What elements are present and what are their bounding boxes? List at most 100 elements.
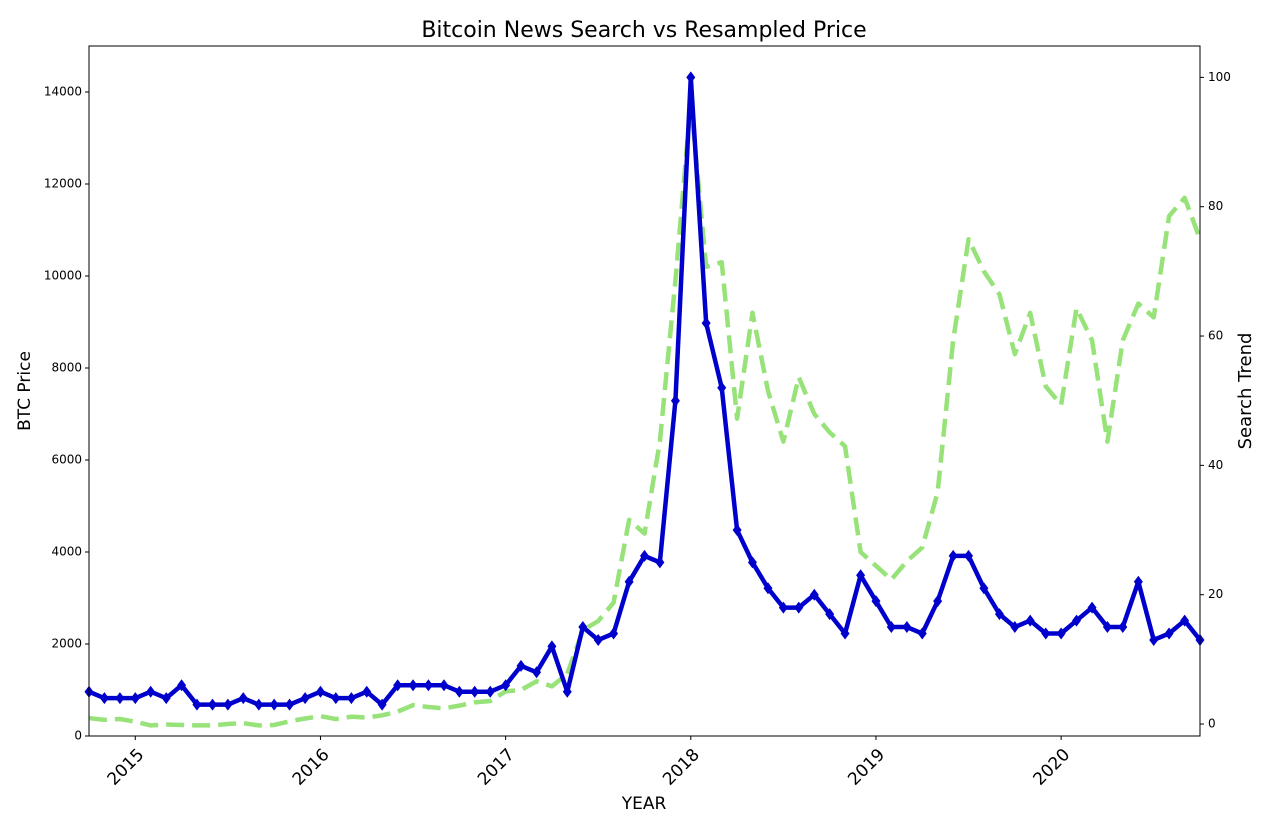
marker [686, 71, 696, 84]
marker [763, 582, 773, 595]
y-tick-label: 8000 [51, 361, 82, 375]
marker [346, 692, 356, 705]
marker [485, 685, 495, 698]
marker [794, 601, 804, 614]
marker [208, 698, 218, 711]
marker [238, 692, 248, 705]
marker [1164, 627, 1174, 640]
marker [454, 685, 464, 698]
marker [439, 679, 449, 692]
marker [856, 569, 866, 582]
marker [809, 588, 819, 601]
marker [1180, 614, 1190, 627]
marker [146, 685, 156, 698]
marker [747, 556, 757, 569]
plot-frame [88, 45, 1201, 737]
marker [917, 627, 927, 640]
y-tick-label: 10000 [44, 269, 82, 283]
marker [670, 394, 680, 407]
marker [562, 685, 572, 698]
marker [886, 621, 896, 634]
marker [161, 692, 171, 705]
marker [578, 621, 588, 634]
marker [192, 698, 202, 711]
chart-title: Bitcoin News Search vs Resampled Price [421, 18, 866, 43]
marker [1118, 621, 1128, 634]
series-line [88, 98, 1203, 728]
marker [1133, 575, 1143, 588]
marker [655, 556, 665, 569]
marker [825, 608, 835, 621]
marker [223, 698, 233, 711]
marker [393, 679, 403, 692]
marker [254, 698, 264, 711]
marker [902, 621, 912, 634]
y-tick-label: 12000 [44, 177, 82, 191]
marker [640, 549, 649, 562]
marker [994, 608, 1004, 621]
x-tick-label: 2017 [474, 745, 519, 790]
series-line [88, 75, 1202, 707]
x-tick-label: 2015 [104, 745, 149, 790]
marker [423, 679, 433, 692]
x-tick-label: 2016 [289, 745, 334, 790]
marker [362, 685, 372, 698]
marker [871, 595, 881, 608]
x-tick-label: 2018 [659, 745, 704, 790]
marker [99, 692, 109, 705]
x-tick-label: 2019 [844, 745, 889, 790]
y2-axis-label: Search Trend [1235, 333, 1256, 450]
marker [593, 633, 603, 646]
marker [377, 698, 387, 711]
y2-tick-label: 80 [1208, 199, 1223, 213]
marker [732, 524, 742, 537]
marker [1025, 614, 1035, 627]
marker [130, 692, 140, 705]
marker [964, 549, 974, 562]
y-tick-label: 4000 [51, 545, 82, 559]
marker [547, 640, 557, 653]
marker [532, 666, 542, 679]
x-tick-label: 2020 [1029, 745, 1074, 790]
y-axis-label: BTC Price [15, 351, 35, 431]
marker [331, 692, 341, 705]
y-tick-label: 0 [74, 729, 82, 743]
marker [315, 685, 325, 698]
marker [516, 659, 526, 672]
marker [701, 317, 711, 330]
y-tick-label: 14000 [44, 85, 82, 99]
y2-tick-label: 60 [1208, 329, 1223, 343]
y-tick-label: 2000 [51, 637, 82, 651]
marker [948, 549, 958, 562]
marker [269, 698, 279, 711]
marker [408, 679, 418, 692]
y-tick-label: 6000 [51, 453, 82, 467]
marker [1041, 627, 1051, 640]
y2-tick-label: 0 [1208, 717, 1216, 731]
marker [1149, 633, 1159, 646]
y2-tick-label: 40 [1208, 458, 1223, 472]
marker [1010, 621, 1020, 634]
marker [115, 692, 125, 705]
marker [285, 698, 295, 711]
marker [840, 627, 850, 640]
marker [609, 627, 619, 640]
marker [1056, 627, 1066, 640]
marker [501, 679, 511, 692]
marker [1102, 621, 1112, 634]
marker [717, 381, 727, 394]
marker [1087, 601, 1097, 614]
x-axis-label: YEAR [621, 794, 667, 814]
y2-tick-label: 20 [1208, 587, 1223, 601]
marker [1071, 614, 1081, 627]
marker [778, 601, 788, 614]
marker [300, 692, 310, 705]
marker [470, 685, 480, 698]
marker [177, 679, 187, 692]
y2-tick-label: 100 [1208, 70, 1231, 84]
marker [979, 582, 989, 595]
marker [933, 595, 943, 608]
marker [624, 575, 634, 588]
